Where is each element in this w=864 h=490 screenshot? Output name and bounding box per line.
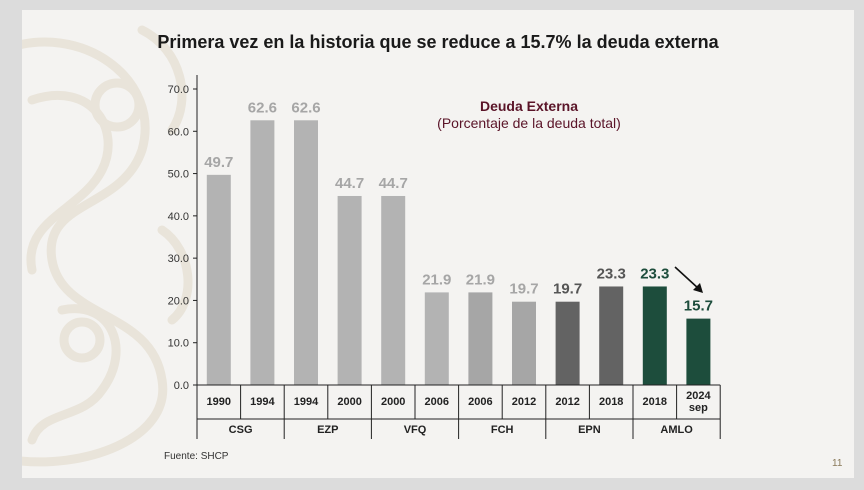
x-tick-label: 2018 [643,396,667,408]
bar [468,292,493,385]
bar-value-label: 62.6 [248,99,277,116]
x-axis-table: CSG EZP VFQ FCH EPN AMLO 1990 1994 1994 2000 2000 2… [196,384,721,439]
bar-value-label: 19.7 [509,281,538,298]
x-tick-label: 2018 [599,396,623,408]
y-axis: 0.0 10.0 20.0 30.0 40.0 50.0 60.0 70.0 [168,75,198,392]
group-label: FCH [491,424,514,436]
bar-value-label: 21.9 [466,271,495,288]
page-number: 11 [832,458,843,469]
x-tick-label: 2012 [555,396,579,408]
y-tick-label: 70.0 [168,84,189,96]
bar [381,195,406,385]
bar-value-label: 19.7 [553,281,582,298]
group-label: VFQ [404,424,427,436]
bar [642,286,667,385]
value-labels: 49.7 62.6 62.6 44.7 44.7 21.9 21.9 19.7 19.7 23.3… [204,99,713,314]
bar [337,195,362,385]
slide-title: Primera vez en la historia que se reduce… [157,32,719,52]
y-tick-label: 60.0 [168,126,189,138]
x-tick-label: 2012 [512,396,536,408]
y-tick-label: 10.0 [168,338,189,350]
group-label: CSG [229,424,253,436]
y-tick-label: 20.0 [168,295,189,307]
bar [250,120,275,385]
x-tick-label: 2000 [381,396,405,408]
bars [206,120,711,385]
chart-legend: Deuda Externa (Porcentaje de la deuda to… [424,98,634,132]
group-label: EPN [578,424,601,436]
slide: Primera vez en la historia que se reduce… [22,10,854,478]
bar [686,318,711,385]
bar [206,174,231,385]
bar [294,120,318,385]
bar [512,301,536,385]
down-arrow-icon [674,266,703,293]
y-tick-label: 30.0 [168,253,189,265]
x-tick-label: 2006 [425,396,449,408]
bar [555,301,580,385]
x-tick-label: 1994 [250,396,275,408]
x-tick-label: 1990 [207,396,231,408]
x-tick-label: 1994 [294,396,319,408]
y-tick-label: 40.0 [168,211,189,223]
group-label: EZP [317,424,338,436]
bar-value-label: 21.9 [422,271,451,288]
x-tick-label: 2006 [468,396,492,408]
bar-value-label: 15.7 [684,298,713,315]
source-note: Fuente: SHCP [164,451,229,462]
x-tick-label: 2024 sep [686,390,711,414]
legend-title: Deuda Externa [479,98,579,114]
bar [599,286,624,385]
bar-chart: 0.0 10.0 20.0 30.0 40.0 50.0 60.0 70.0 49.7 62.6… [168,75,721,439]
x-tick-label: 2000 [337,396,361,408]
decorative-ornament [22,25,193,467]
legend-subtitle: (Porcentaje de la deuda total) [437,115,621,131]
bar [424,292,449,385]
group-label: AMLO [660,424,693,436]
bar-value-label: 62.6 [291,99,320,116]
bar-value-label: 23.3 [640,265,669,282]
y-tick-label: 0.0 [174,380,189,392]
bar-value-label: 23.3 [597,265,626,282]
bar-value-label: 49.7 [204,154,233,171]
bar-value-label: 44.7 [335,175,364,192]
bar-value-label: 44.7 [379,175,408,192]
y-tick-label: 50.0 [168,169,189,181]
